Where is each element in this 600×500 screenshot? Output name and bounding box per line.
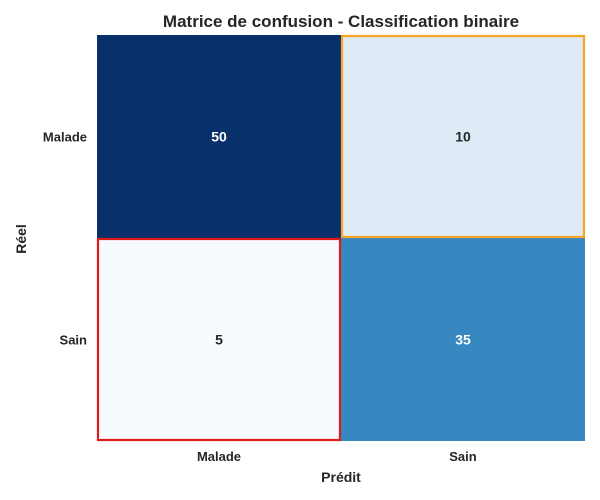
cell-value-label-1-1: 35 (455, 332, 471, 348)
highlight-borders (96, 34, 586, 442)
highlight-border-1-0 (96, 237, 342, 442)
heatmap-cell-1-1 (341, 238, 585, 441)
x-tick-label-1: Sain (449, 449, 477, 464)
x-axis-label: Prédit (321, 469, 361, 485)
y-axis-tick-labels: Malade Sain (43, 130, 87, 348)
cell-value-label-0-1: 10 (455, 129, 471, 145)
heatmap-cell-0-0 (97, 35, 341, 238)
cell-value-label-1-0: 5 (215, 332, 223, 348)
heatmap-cell-0-1 (341, 35, 585, 238)
x-axis-tick-labels: Malade Sain (197, 449, 477, 464)
x-tick-label-0: Malade (197, 449, 241, 464)
y-tick-label-0: Malade (43, 130, 87, 145)
y-tick-label-1: Sain (60, 333, 88, 348)
y-axis-label: Réel (13, 224, 29, 254)
highlight-border-0-1 (340, 34, 586, 239)
heatmap-cells (97, 35, 585, 441)
cell-value-labels: 50 10 5 35 (211, 129, 471, 348)
chart-title: Matrice de confusion - Classification bi… (163, 12, 519, 31)
heatmap-cell-1-0 (97, 238, 341, 441)
cell-value-label-0-0: 50 (211, 129, 227, 145)
